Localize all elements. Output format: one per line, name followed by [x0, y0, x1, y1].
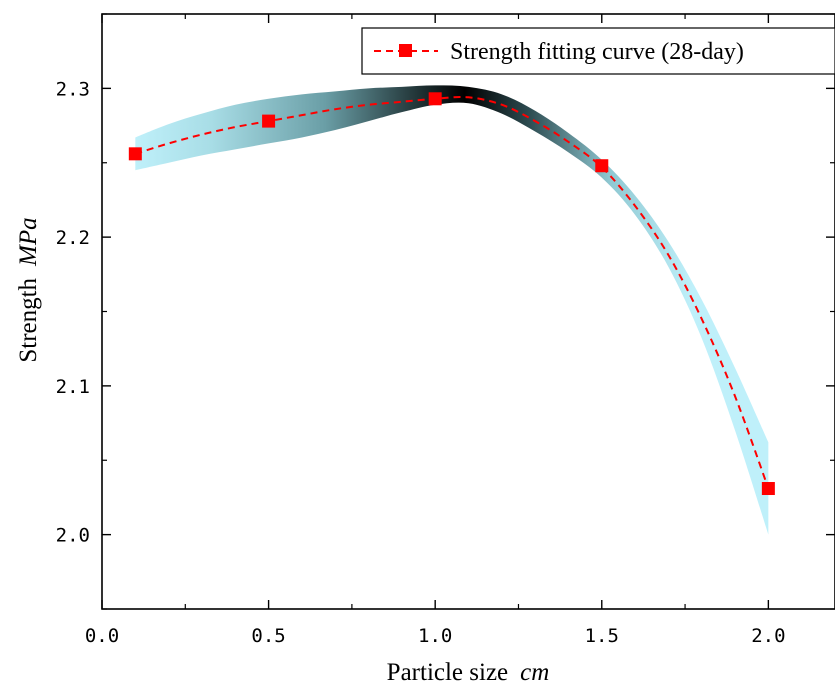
- data-point-marker: [595, 159, 609, 173]
- y-tick-label: 2.3: [56, 78, 90, 100]
- legend: Strength fitting curve (28-day): [361, 27, 835, 75]
- y-tick-label: 2.0: [56, 525, 90, 547]
- y-axis-unit: MPa: [15, 217, 42, 267]
- x-axis-unit: cm: [520, 659, 549, 686]
- legend-box: [361, 27, 835, 75]
- data-point-marker: [262, 114, 276, 128]
- x-tick-label: 1.0: [418, 625, 452, 647]
- x-tick-label: 1.5: [585, 625, 619, 647]
- x-tick-label: 2.0: [751, 625, 785, 647]
- data-markers: [128, 92, 775, 496]
- fit-curve-line: [135, 96, 770, 489]
- y-tick-label: 2.1: [56, 376, 90, 398]
- x-axis: 0.0 0.5 1.0 1.5 2.0: [85, 14, 786, 647]
- x-tick-label: 0.0: [85, 625, 119, 647]
- y-axis: 2.0 2.1 2.2 2.3: [56, 13, 835, 610]
- x-axis-label-text: Particle size: [387, 659, 508, 686]
- data-point-marker: [428, 92, 442, 106]
- x-tick-label: 0.5: [251, 625, 285, 647]
- y-axis-label-text: Strength: [15, 277, 42, 362]
- legend-label: Strength fitting curve (28-day): [450, 39, 744, 65]
- legend-marker: [399, 44, 412, 57]
- confidence-band: [135, 85, 769, 535]
- y-tick-label: 2.2: [56, 227, 90, 249]
- data-point-marker: [761, 482, 775, 496]
- data-point-marker: [128, 147, 142, 161]
- x-axis-label: Particle size cm: [387, 659, 550, 686]
- y-axis-label: Strength MPa: [15, 217, 42, 362]
